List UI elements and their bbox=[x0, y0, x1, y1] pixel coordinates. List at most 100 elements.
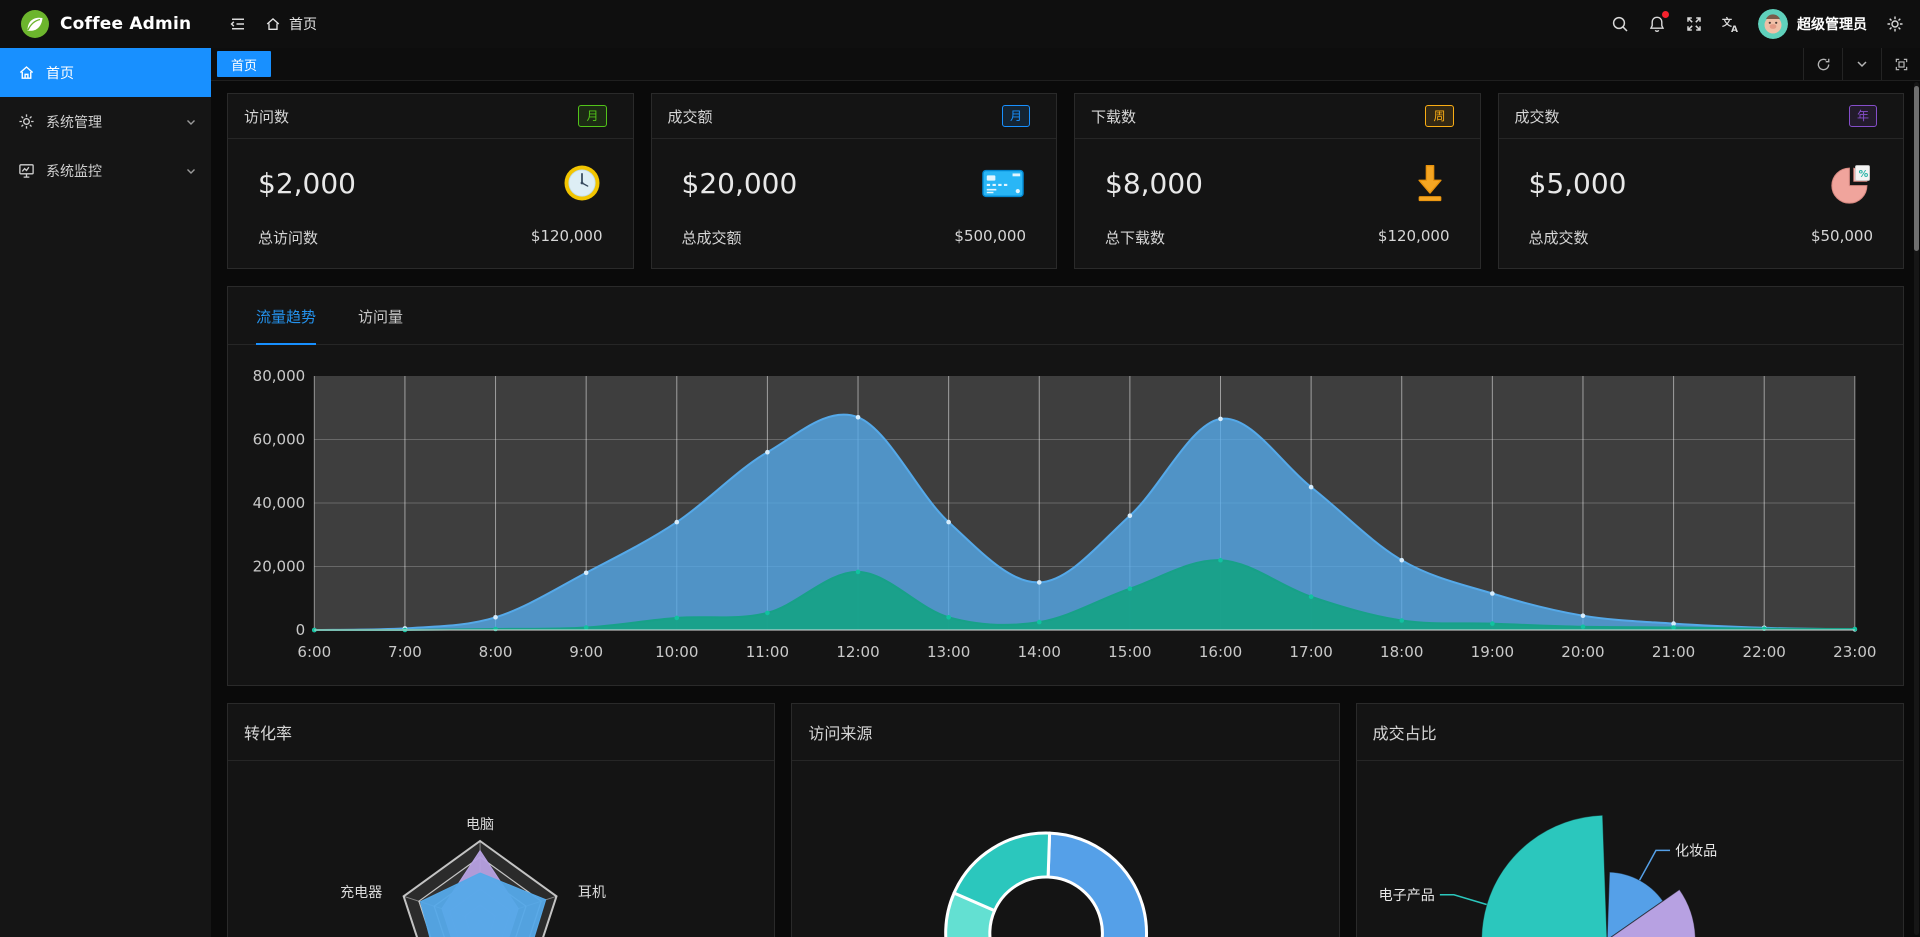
footer-label: 总成交数 bbox=[1528, 229, 1589, 247]
svg-text:10:00: 10:00 bbox=[655, 643, 698, 661]
svg-text:12:00: 12:00 bbox=[836, 643, 879, 661]
maximize-icon[interactable] bbox=[1881, 48, 1920, 80]
svg-text:6:00: 6:00 bbox=[297, 643, 331, 661]
svg-text:充电器: 充电器 bbox=[340, 885, 382, 901]
card-title: 成交额 bbox=[667, 107, 713, 126]
footer-value: $500,000 bbox=[954, 227, 1026, 245]
sidebar-item-system-monitor[interactable]: 系统监控 bbox=[0, 146, 211, 195]
svg-text:80,000: 80,000 bbox=[253, 367, 306, 385]
svg-text:17:00: 17:00 bbox=[1289, 643, 1332, 661]
stat-footer: 总成交额 $500,000 bbox=[652, 227, 1057, 268]
sidebar: Coffee Admin 首页 系统管理 bbox=[0, 0, 211, 937]
sidebar-item-label: 首页 bbox=[46, 65, 74, 82]
svg-text:0: 0 bbox=[296, 621, 306, 639]
bottom-row: 转化率 电脑 耳机 充电器 访问来源 成交占比 化妆品 电子产品 bbox=[227, 703, 1904, 937]
card-title: 成交占比 bbox=[1372, 724, 1437, 743]
svg-text:19:00: 19:00 bbox=[1471, 643, 1514, 661]
username: 超级管理员 bbox=[1797, 17, 1867, 33]
sidebar-item-label: 系统管理 bbox=[46, 114, 102, 131]
svg-text:22:00: 22:00 bbox=[1743, 643, 1786, 661]
gear-icon bbox=[18, 113, 35, 130]
conversion-radar-chart: 电脑 耳机 充电器 bbox=[228, 761, 774, 937]
footer-label: 总成交额 bbox=[681, 229, 742, 247]
svg-text:耳机: 耳机 bbox=[578, 885, 606, 901]
svg-text:电子产品: 电子产品 bbox=[1378, 888, 1434, 904]
svg-text:化妆品: 化妆品 bbox=[1675, 843, 1717, 859]
footer-value: $50,000 bbox=[1810, 227, 1873, 245]
scrollbar-thumb[interactable] bbox=[1914, 86, 1919, 251]
deal-share-pie-chart: 化妆品电子产品 bbox=[1357, 761, 1903, 937]
collapse-sidebar-button[interactable] bbox=[228, 15, 247, 34]
sidebar-item-system-manage[interactable]: 系统管理 bbox=[0, 97, 211, 146]
footer-value: $120,000 bbox=[1377, 227, 1450, 245]
tab-home[interactable]: 首页 bbox=[217, 51, 272, 77]
sidebar-menu: 首页 系统管理 bbox=[0, 48, 211, 195]
stat-card-visits: 访问数 月 $2,000 bbox=[227, 93, 634, 269]
svg-text:21:00: 21:00 bbox=[1652, 643, 1695, 661]
svg-text:A: A bbox=[1731, 25, 1738, 34]
stat-card-downloads: 下载数 周 $8,000 总下载数 bbox=[1074, 93, 1481, 269]
sidebar-item-home[interactable]: 首页 bbox=[0, 48, 211, 97]
deal-share-card: 成交占比 化妆品电子产品 bbox=[1355, 703, 1904, 937]
navbar-right: 文 A 超级管理员 bbox=[1610, 9, 1904, 39]
logo: Coffee Admin bbox=[0, 0, 211, 48]
stat-footer: 总访问数 $120,000 bbox=[228, 227, 633, 268]
svg-text:9:00: 9:00 bbox=[569, 643, 603, 661]
card-header: 下载数 周 bbox=[1075, 94, 1480, 139]
footer-value: $120,000 bbox=[530, 227, 603, 245]
card-header: 成交额 月 bbox=[651, 94, 1056, 139]
period-badge: 周 bbox=[1425, 105, 1454, 127]
svg-text:20:00: 20:00 bbox=[1561, 643, 1604, 661]
breadcrumb-label: 首页 bbox=[289, 17, 317, 33]
chevron-down-icon bbox=[185, 165, 197, 177]
svg-text:60,000: 60,000 bbox=[253, 431, 306, 449]
chevron-down-icon[interactable] bbox=[1842, 48, 1881, 80]
stat-footer: 总成交数 $50,000 bbox=[1499, 227, 1904, 268]
stat-body: $5,000 % bbox=[1499, 139, 1904, 227]
stat-body: $2,000 bbox=[228, 139, 633, 227]
svg-text:13:00: 13:00 bbox=[927, 643, 970, 661]
notifications-bell-icon[interactable] bbox=[1647, 10, 1669, 34]
period-badge: 年 bbox=[1848, 105, 1877, 127]
refresh-icon[interactable] bbox=[1803, 48, 1842, 80]
home-icon bbox=[18, 64, 35, 81]
app-title: Coffee Admin bbox=[60, 14, 192, 34]
user-menu[interactable]: 超级管理员 bbox=[1758, 9, 1867, 39]
tab-traffic-trend[interactable]: 流量趋势 bbox=[256, 306, 317, 345]
tab-visit-volume[interactable]: 访问量 bbox=[358, 308, 404, 326]
svg-text:文: 文 bbox=[1722, 16, 1733, 29]
breadcrumb[interactable]: 首页 bbox=[265, 14, 317, 34]
stats-row: 访问数 月 $2,000 bbox=[227, 93, 1904, 269]
fullscreen-icon[interactable] bbox=[1684, 15, 1703, 34]
tab-label: 首页 bbox=[231, 58, 258, 74]
tab-actions bbox=[1803, 48, 1920, 80]
conversion-rate-card: 转化率 电脑 耳机 充电器 bbox=[227, 703, 776, 937]
stat-card-deal-count: 成交数 年 $5,000 % bbox=[1497, 93, 1904, 269]
scrollbar-track[interactable] bbox=[1914, 82, 1919, 935]
visit-source-donut-chart bbox=[792, 761, 1338, 937]
svg-text:7:00: 7:00 bbox=[388, 643, 422, 661]
bank-card-icon bbox=[980, 162, 1026, 204]
card-title: 转化率 bbox=[244, 724, 293, 743]
avatar bbox=[1758, 9, 1788, 39]
footer-label: 总下载数 bbox=[1105, 229, 1166, 247]
top-navbar: 首页 bbox=[211, 0, 1920, 48]
notification-dot bbox=[1662, 10, 1669, 18]
search-icon[interactable] bbox=[1610, 15, 1629, 34]
visit-source-card: 访问来源 bbox=[791, 703, 1340, 937]
footer-label: 总访问数 bbox=[258, 229, 319, 247]
card-title: 成交数 bbox=[1514, 107, 1560, 126]
stat-value: $8,000 bbox=[1105, 166, 1203, 200]
traffic-trend-chart: 0 20,000 40,000 60,000 80,000 6:00 7:00 8:00 9:0… bbox=[228, 345, 1903, 685]
stat-value: $2,000 bbox=[258, 166, 356, 200]
translate-icon[interactable]: 文 A bbox=[1721, 15, 1740, 34]
leaf-logo-icon bbox=[20, 9, 50, 39]
period-badge: 月 bbox=[1001, 105, 1030, 127]
stat-value: $5,000 bbox=[1528, 166, 1627, 200]
home-icon bbox=[265, 16, 281, 32]
traffic-trend-card: 流量趋势 访问量 0 20,000 40,000 60,000 80,000 6:00 7:… bbox=[227, 286, 1904, 686]
svg-text:11:00: 11:00 bbox=[746, 643, 789, 661]
trend-tabs: 流量趋势 访问量 bbox=[228, 287, 1903, 345]
settings-gear-icon[interactable] bbox=[1885, 15, 1904, 34]
